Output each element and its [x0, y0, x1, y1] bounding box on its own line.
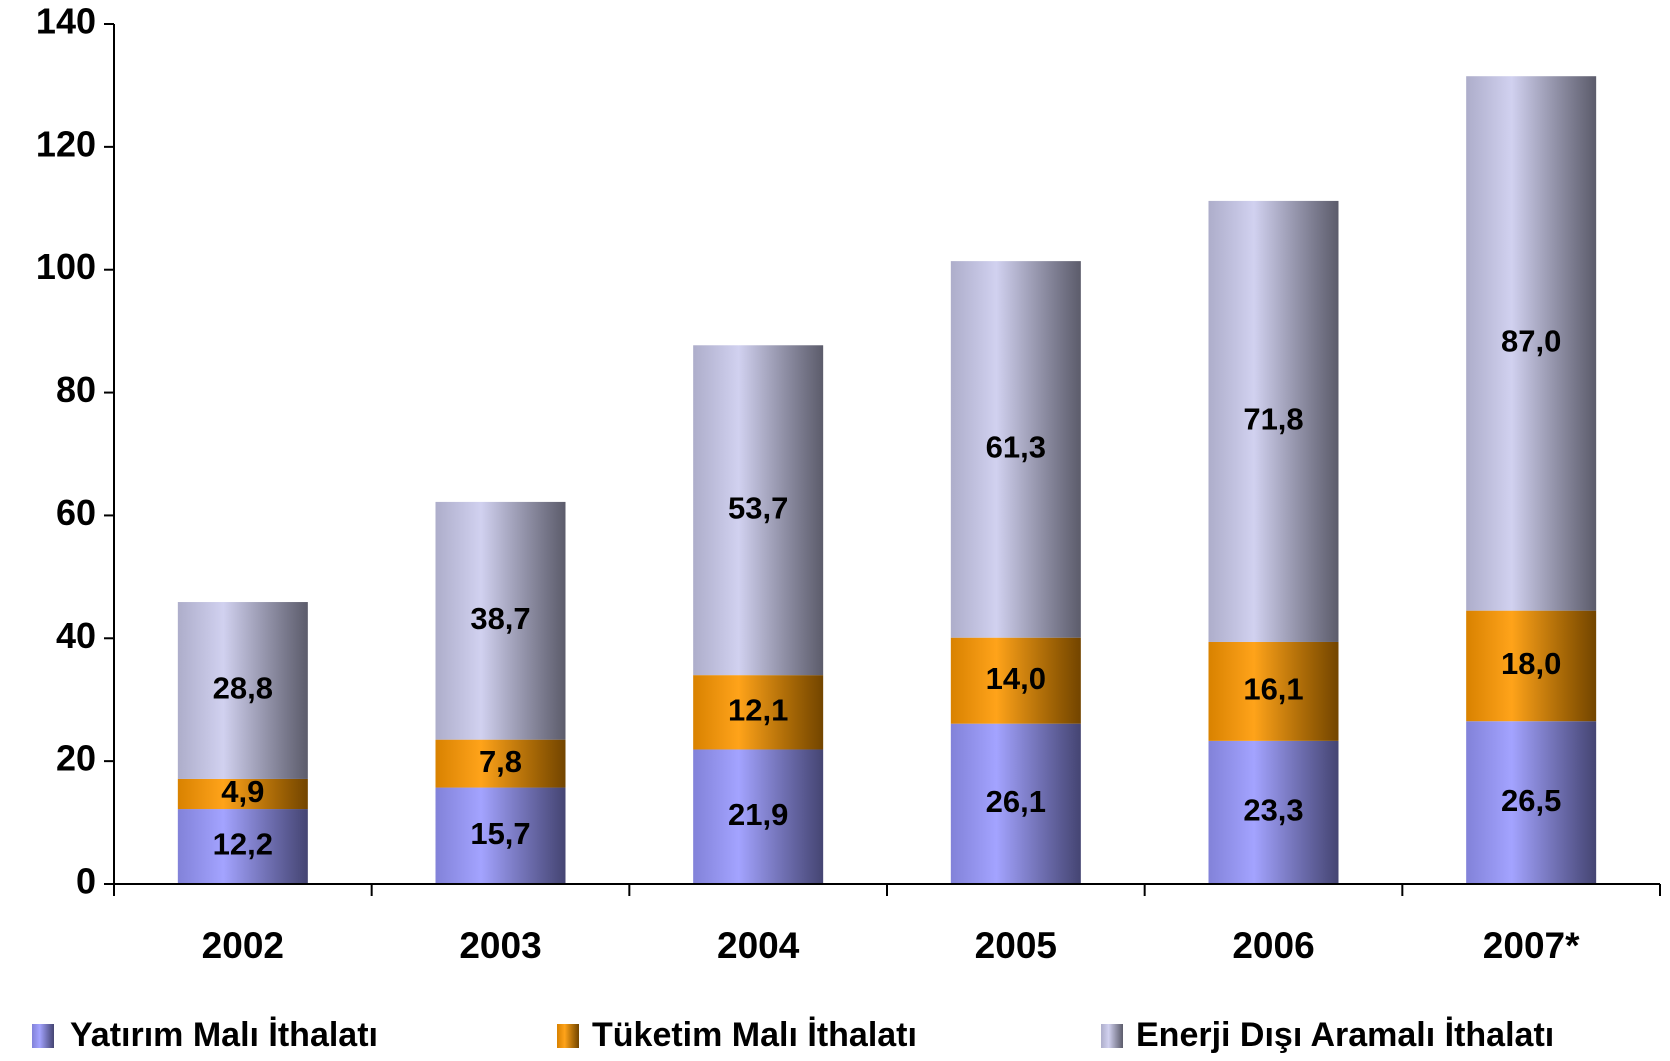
bar-segment [177, 602, 308, 779]
y-tick-label: 80 [56, 369, 96, 410]
y-tick-label: 140 [36, 1, 96, 42]
y-tick-label: 120 [36, 123, 96, 164]
bar-segment [693, 675, 824, 750]
bar-segment [950, 261, 1081, 638]
y-tick-label: 100 [36, 246, 96, 287]
bar-segment [693, 345, 824, 676]
x-tick-label: 2005 [975, 925, 1057, 966]
bar-segment [435, 739, 566, 788]
data-label: 12,1 [728, 692, 788, 727]
data-label: 26,5 [1501, 783, 1561, 818]
x-tick-label: 2002 [202, 925, 284, 966]
data-label: 15,7 [470, 816, 530, 851]
data-label: 53,7 [728, 490, 788, 525]
data-label: 21,9 [728, 797, 788, 832]
bar-segment [950, 723, 1081, 884]
data-label: 38,7 [470, 601, 530, 636]
bar-segment [1466, 721, 1597, 884]
bar-segment [177, 809, 308, 884]
y-tick-label: 20 [56, 738, 96, 779]
bar-segment [435, 787, 566, 884]
bar-segment [1208, 641, 1339, 741]
data-label: 4,9 [221, 774, 264, 809]
bar-segment [435, 501, 566, 740]
data-label: 16,1 [1243, 672, 1303, 707]
x-tick-label: 2007* [1483, 925, 1580, 966]
bar-segment [1208, 740, 1339, 884]
legend-marker [1101, 1024, 1123, 1048]
legend-marker [557, 1024, 579, 1048]
bar-segment [1208, 200, 1339, 642]
legend-marker [32, 1024, 54, 1048]
data-label: 87,0 [1501, 324, 1561, 359]
x-tick-label: 2003 [459, 925, 541, 966]
bar-segment [950, 637, 1081, 724]
bar-segment [1466, 76, 1597, 611]
data-label: 12,2 [213, 827, 273, 862]
bar-segment [693, 749, 824, 884]
data-label: 26,1 [986, 784, 1046, 819]
legend-label: Enerji Dışı Aramalı İthalatı [1136, 1016, 1554, 1054]
data-label: 14,0 [986, 661, 1046, 696]
x-tick-label: 2006 [1232, 925, 1314, 966]
data-label: 71,8 [1243, 402, 1303, 437]
y-tick-label: 0 [76, 861, 96, 902]
legend-label: Tüketim Malı İthalatı [592, 1016, 917, 1054]
data-label: 61,3 [986, 430, 1046, 465]
data-label: 18,0 [1501, 646, 1561, 681]
x-tick-label: 2004 [717, 925, 800, 966]
y-tick-label: 40 [56, 615, 96, 656]
bar-segment [1466, 610, 1597, 722]
bar-segment [177, 778, 308, 810]
legend-label: Yatırım Malı İthalatı [70, 1016, 378, 1054]
data-label: 28,8 [213, 671, 273, 706]
data-label: 7,8 [479, 744, 522, 779]
y-tick-label: 60 [56, 492, 96, 533]
data-label: 23,3 [1243, 793, 1303, 828]
